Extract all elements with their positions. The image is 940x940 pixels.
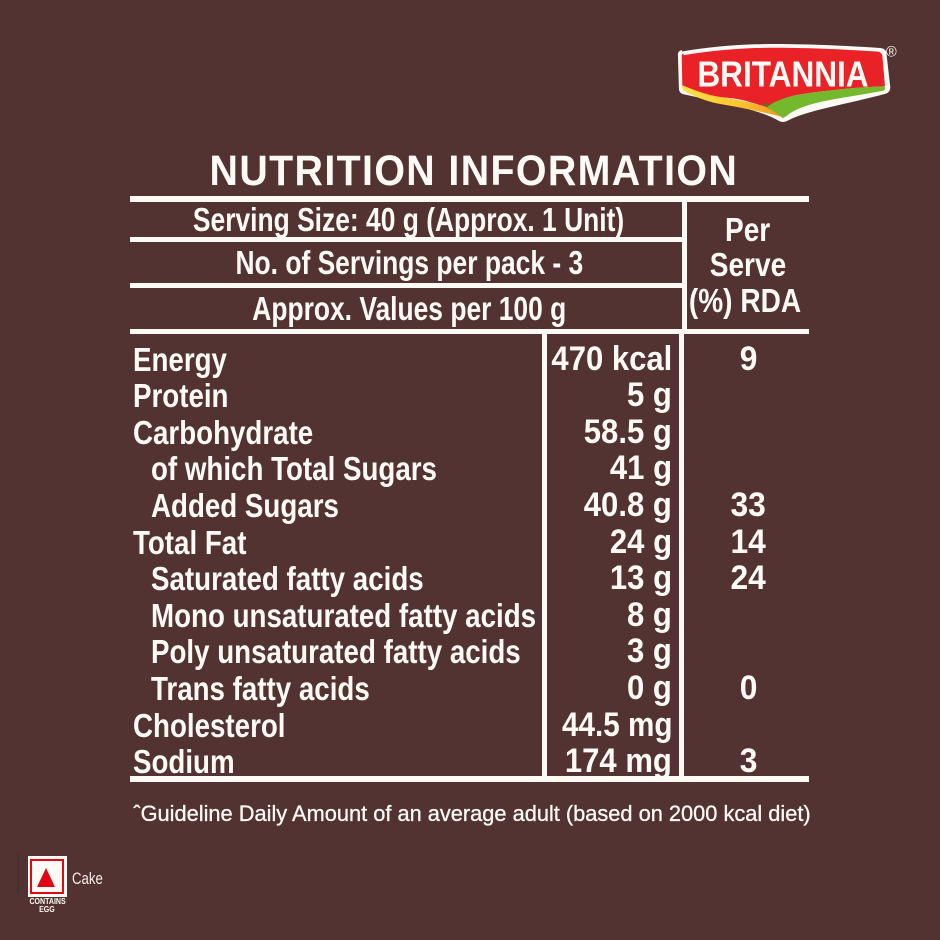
- svg-text:®: ®: [886, 45, 897, 61]
- svg-text:BRITANNIA: BRITANNIA: [697, 54, 868, 95]
